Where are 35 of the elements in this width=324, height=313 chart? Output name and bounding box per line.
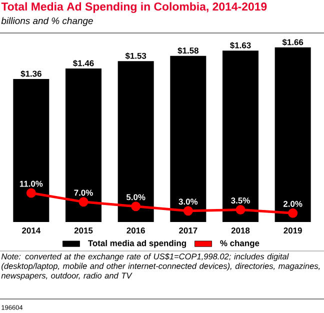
data-label: $1.66 [282,38,304,46]
data-label: 7.0% [74,190,93,196]
point [236,204,246,214]
data-label: 3.5% [231,198,250,204]
text: Note: converted at the exchange rate of US$1=COP1,998.02; includes digital (desktop/laptop, mobile and other internet-connected devices), directories, magazines, newspapers, outdoor, radio and TV [1,253,320,280]
x-tick-label: 2016 [126,228,145,234]
x-tick-label: 2019 [284,228,302,234]
chart-subtitle: billions and % change [1,17,93,26]
data-label: $1.36 [20,70,42,78]
data-label: 3.0% [178,198,198,205]
point [288,208,298,218]
data-label: 2.0% [283,200,302,207]
point [131,202,141,212]
data-label: 5.0% [126,194,146,200]
bar [170,56,206,222]
point [78,197,88,207]
bar [13,78,50,222]
point [26,188,36,198]
chart-title: Total Media Ad Spending in Colombia, 2014-2019 [1,2,267,13]
point [183,206,193,216]
bar [66,68,102,222]
data-label: $1.53 [125,52,146,60]
x-tick-label: 2014 [22,228,41,234]
data-label: $1.46 [73,60,94,67]
bar [222,50,258,222]
data-label: 11.0% [20,180,43,187]
legend-label: Total media ad spending [88,240,186,248]
data-label: $1.58 [178,47,198,54]
bar [118,61,154,222]
x-tick-label: 2018 [231,228,250,234]
x-tick-label: 2015 [74,228,93,234]
bar [274,47,311,222]
x-tick-label: 2017 [179,228,198,234]
data-label: $1.63 [230,42,251,49]
legend-label: % change [220,240,260,248]
